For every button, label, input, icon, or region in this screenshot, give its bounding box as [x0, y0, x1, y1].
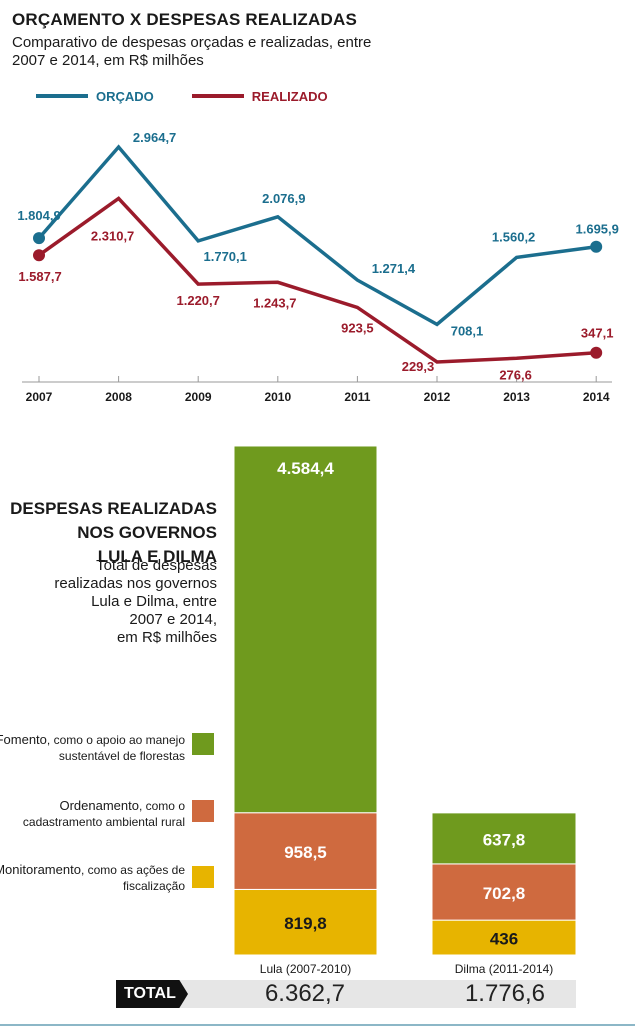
legend-label-orcado: ORÇADO: [96, 88, 154, 104]
bar-chart: 819,8 958,5 4.584,4 Lula (2007-2010) 436 702,…: [233, 445, 577, 976]
data-label: 347,1: [581, 326, 614, 341]
bar-title-line: LULA E DILMA: [97, 547, 217, 566]
bar-subtitle-line: Lula e Dilma, entre: [91, 593, 217, 610]
legend-swatch-orcado: [36, 94, 88, 98]
legend-monitoramento-name: Monitoramento: [0, 862, 81, 877]
legend-ordenamento-name: Ordenamento: [59, 798, 139, 813]
line-chart: 2007 2008 2009 2010 2011 2012 2013 2014 1.804,9 2…: [17, 130, 619, 404]
endpoint-marker: [590, 346, 603, 359]
data-label: 2.964,7: [133, 130, 176, 145]
total-row: [116, 980, 576, 1008]
bar-segment-fomento: [233, 445, 378, 814]
x-tick-label: 2013: [503, 390, 530, 404]
data-label: 1.804,9: [17, 208, 60, 223]
endpoint-marker: [33, 232, 45, 245]
legend-item-realizado: REALIZADO: [191, 88, 328, 104]
value-label-fomento: 4.584,4: [277, 459, 334, 478]
data-label: 1.587,7: [18, 269, 61, 284]
bar-chart-subtitle: Total de despesas realizadas nos governo…: [0, 557, 217, 647]
legend-label-realizado: REALIZADO: [251, 88, 328, 104]
value-label-ordenamento: 702,8: [483, 884, 526, 903]
data-label: 1.695,9: [576, 222, 619, 237]
chart-subtitle: Comparativo de despesas orçadas e realiz…: [12, 34, 372, 69]
category-label: Dilma (2011-2014): [455, 962, 554, 976]
data-label: 1.560,2: [492, 229, 535, 244]
data-label: 708,1: [451, 323, 484, 338]
data-label: 2.310,7: [91, 228, 134, 243]
bar-subtitle-line: em R$ milhões: [116, 629, 217, 646]
data-label: 276,6: [499, 367, 532, 382]
chart-title: ORÇAMENTO X DESPESAS REALIZADAS: [12, 10, 357, 29]
legend-swatch-ordenamento: [192, 800, 214, 822]
value-label-fomento: 637,8: [483, 830, 526, 849]
bar-title-line: NOS GOVERNOS: [77, 523, 217, 542]
legend-swatch-fomento: [192, 733, 214, 755]
series-line-orcado: [37, 144, 597, 327]
data-label: 1.243,7: [253, 295, 296, 310]
bar-chart-title: DESPESAS REALIZADAS NOS GOVERNOS LULA E …: [0, 497, 217, 569]
bar-segment-ordenamento: [431, 863, 577, 921]
legend-ordenamento-desc: , como o cadastramento ambiental rural: [22, 799, 185, 829]
value-label-monitoramento: 819,8: [284, 914, 327, 933]
x-tick-label: 2012: [424, 390, 451, 404]
legend-monitoramento-desc: , como as ações de fiscalização: [80, 863, 185, 893]
legend-ordenamento: Ordenamento, como o cadastramento ambien…: [0, 798, 185, 830]
value-label-monitoramento: 436: [490, 930, 518, 949]
bar-subtitle-line: Total de despesas: [96, 557, 217, 574]
legend-item-orcado: ORÇADO: [36, 89, 154, 104]
data-label: 1.770,1: [204, 249, 247, 264]
legend-monitoramento: Monitoramento, como as ações de fiscaliz…: [0, 862, 185, 894]
bar-segment-ordenamento: [233, 812, 378, 890]
bar-title-line: DESPESAS REALIZADAS: [10, 499, 217, 518]
category-label: Lula (2007-2010): [260, 962, 351, 976]
x-tick-label: 2009: [185, 390, 212, 404]
data-label: 923,5: [341, 320, 374, 335]
x-tick-label: 2008: [105, 390, 132, 404]
data-label: 1.220,7: [177, 293, 220, 308]
legend-fomento-name: Fomento: [0, 732, 47, 747]
data-label: 1.271,4: [372, 261, 416, 276]
x-tick-label: 2010: [264, 390, 291, 404]
x-tick-label: 2011: [344, 390, 370, 404]
endpoint-marker: [590, 240, 603, 253]
value-label-ordenamento: 958,5: [284, 843, 327, 862]
line-legend: ORÇADO REALIZADO: [36, 86, 366, 106]
x-tick-label: 2007: [26, 390, 53, 404]
total-value-lula: 6.362,7: [264, 980, 346, 1007]
bottom-rule: [0, 1024, 635, 1026]
total-label: TOTAL: [116, 980, 188, 1008]
x-tick-label: 2014: [583, 390, 610, 404]
data-label: 229,3: [402, 359, 435, 374]
legend-fomento-desc: , como o apoio ao manejo sustentável de …: [46, 733, 185, 763]
total-value-dilma: 1.776,6: [464, 980, 546, 1007]
data-label: 2.076,9: [262, 191, 305, 206]
bar-subtitle-line: realizadas nos governos: [54, 575, 217, 592]
legend-swatch-realizado: [191, 94, 244, 98]
bar-subtitle-line: 2007 e 2014,: [129, 611, 217, 628]
legend-swatch-monitoramento: [192, 866, 214, 888]
bar-segment-fomento: [431, 812, 577, 865]
series-line-realizado: [37, 196, 597, 364]
endpoint-marker: [33, 249, 45, 262]
legend-fomento: Fomento, como o apoio ao manejo sustentá…: [0, 732, 185, 764]
